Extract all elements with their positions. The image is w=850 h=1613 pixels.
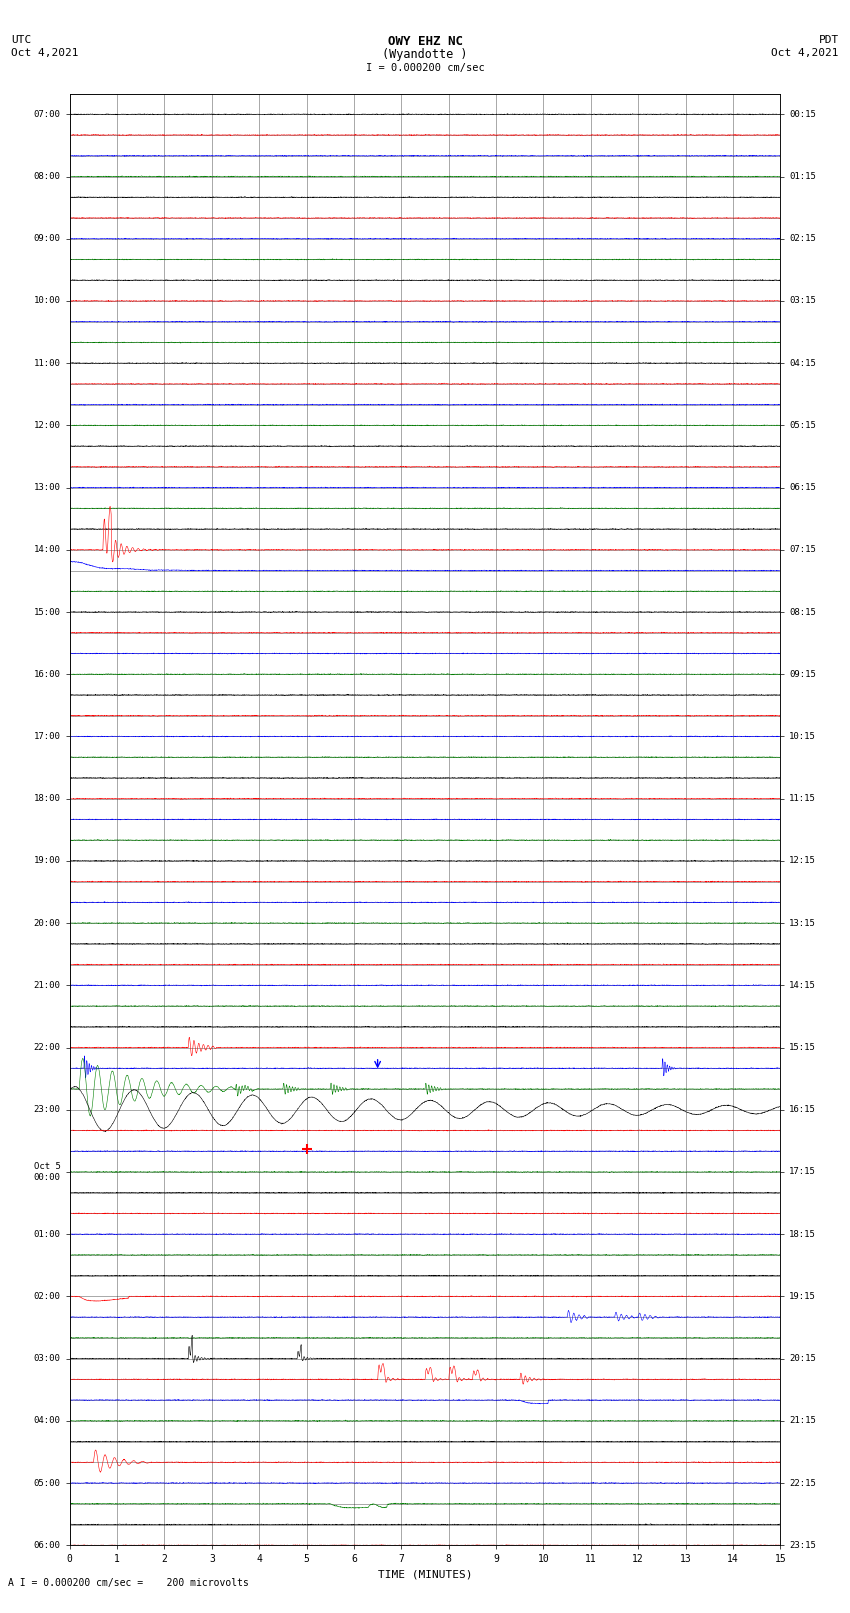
Text: Oct 4,2021: Oct 4,2021 <box>11 48 78 58</box>
Text: OWY EHZ NC: OWY EHZ NC <box>388 35 462 48</box>
Text: A I = 0.000200 cm/sec =    200 microvolts: A I = 0.000200 cm/sec = 200 microvolts <box>8 1578 249 1587</box>
Text: UTC: UTC <box>11 35 31 45</box>
Text: PDT: PDT <box>819 35 839 45</box>
Text: (Wyandotte ): (Wyandotte ) <box>382 48 468 61</box>
Text: I = 0.000200 cm/sec: I = 0.000200 cm/sec <box>366 63 484 73</box>
Text: Oct 4,2021: Oct 4,2021 <box>772 48 839 58</box>
X-axis label: TIME (MINUTES): TIME (MINUTES) <box>377 1569 473 1579</box>
